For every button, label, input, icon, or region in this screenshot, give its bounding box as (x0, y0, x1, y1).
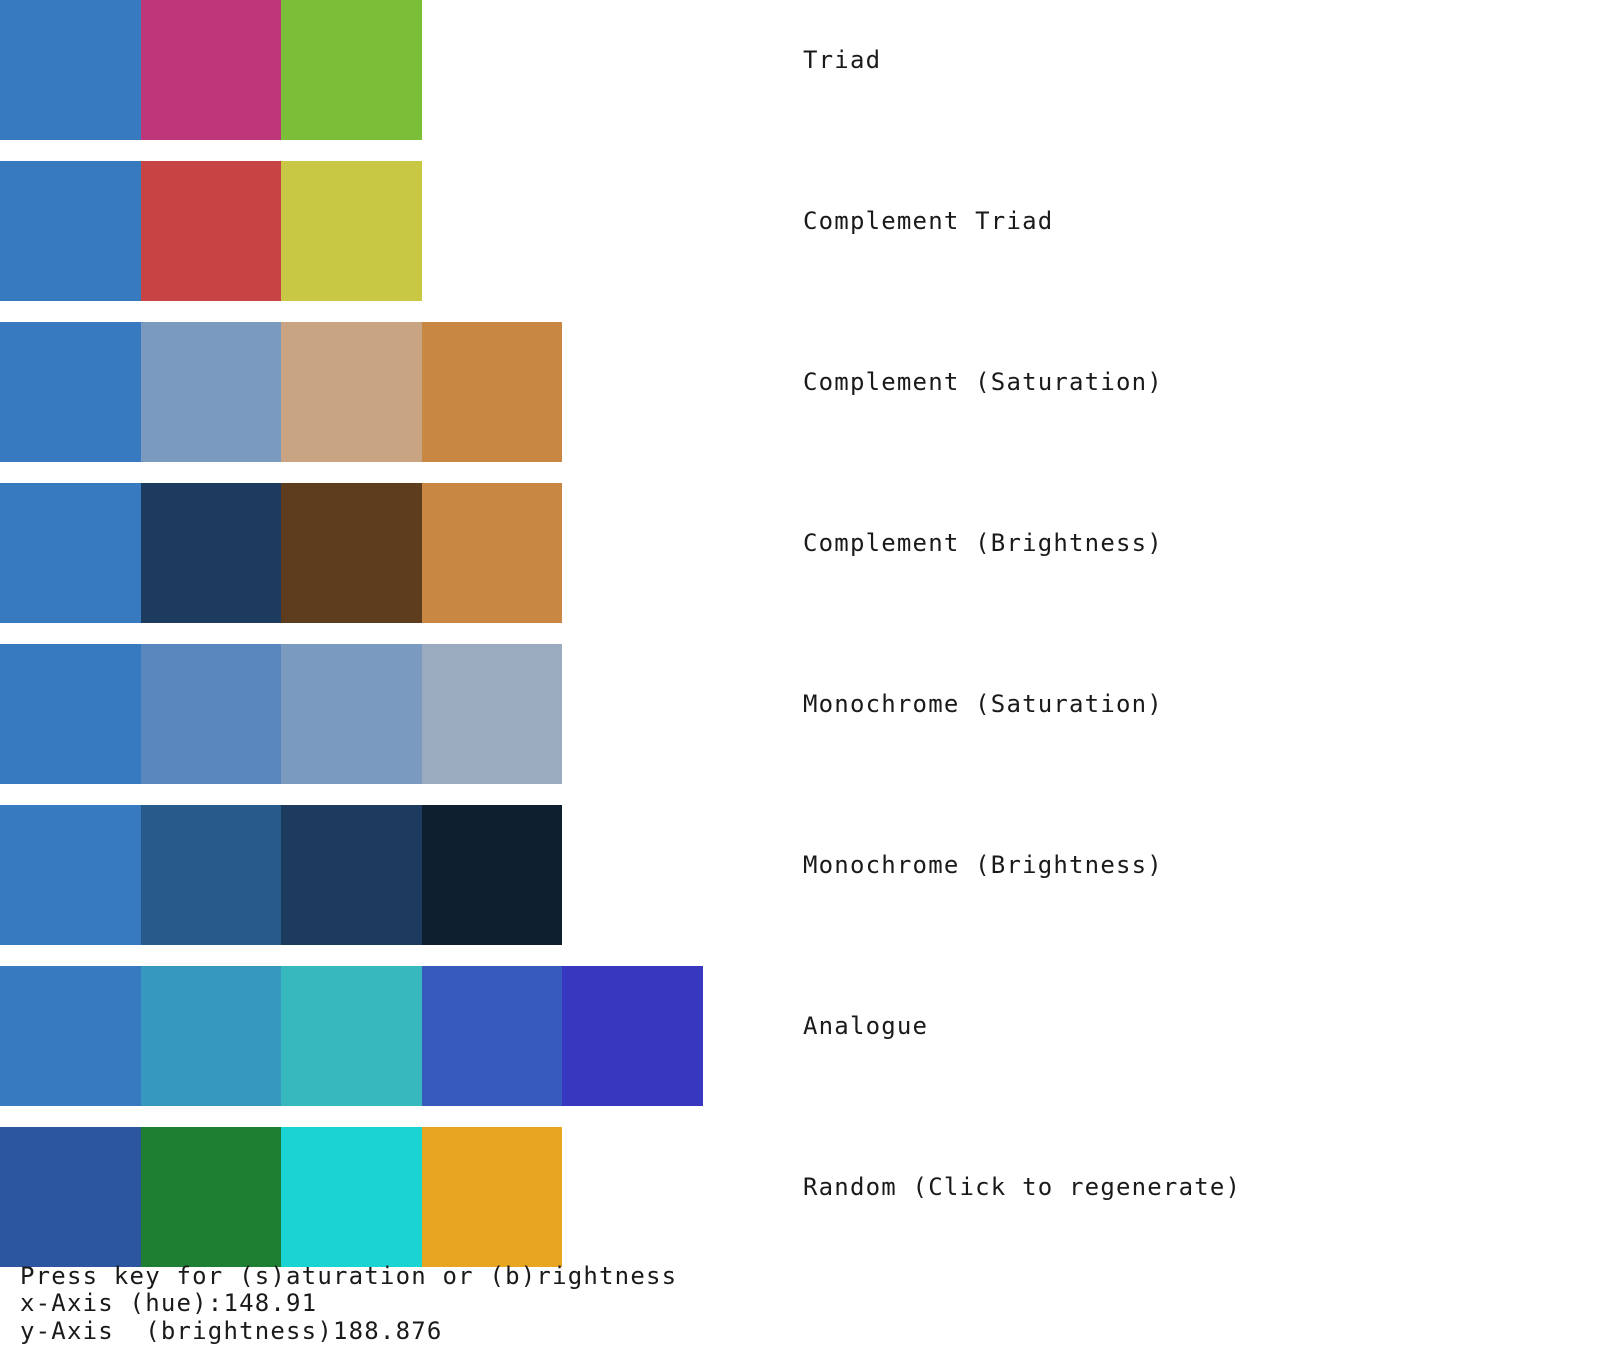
color-swatch (0, 483, 141, 623)
color-swatch (140, 483, 281, 623)
label-complement-brightness: Complement (Brightness) (803, 529, 1163, 557)
color-swatch (140, 0, 281, 140)
color-swatch (421, 805, 562, 945)
color-swatch (281, 0, 422, 140)
color-swatch (140, 805, 281, 945)
status-y-axis-readout: y-Axis (brightness)188.876 (20, 1317, 443, 1345)
color-swatch[interactable] (0, 1127, 141, 1267)
color-swatch[interactable] (140, 1127, 281, 1267)
color-swatch (140, 322, 281, 462)
palette-random-row[interactable] (0, 1127, 562, 1267)
status-instructions: Press key for (s)aturation or (b)rightne… (20, 1262, 678, 1290)
color-swatch (281, 483, 422, 623)
color-swatch (281, 161, 422, 301)
color-swatch[interactable] (281, 1127, 422, 1267)
label-complement-triad: Complement Triad (803, 207, 1054, 235)
color-swatch (421, 483, 562, 623)
color-swatch (281, 322, 422, 462)
label-monochrome-brightness: Monochrome (Brightness) (803, 851, 1163, 879)
color-swatch (0, 0, 141, 140)
label-triad: Triad (803, 46, 882, 74)
label-analogue: Analogue (803, 1012, 929, 1040)
color-swatch (0, 161, 141, 301)
color-swatch (421, 644, 562, 784)
palette-analogue-row (0, 966, 703, 1106)
palette-monochrome-saturation-row (0, 644, 562, 784)
color-swatch (0, 966, 141, 1106)
color-swatch (421, 322, 562, 462)
label-complement-saturation: Complement (Saturation) (803, 368, 1163, 396)
label-random: Random (Click to regenerate) (803, 1173, 1242, 1201)
color-swatch (562, 966, 703, 1106)
label-monochrome-saturation: Monochrome (Saturation) (803, 690, 1163, 718)
palette-complement-brightness-row (0, 483, 562, 623)
color-swatch (140, 644, 281, 784)
color-swatch (140, 966, 281, 1106)
palette-triad-row (0, 0, 422, 140)
palette-complement-triad-row (0, 161, 422, 301)
color-swatch[interactable] (421, 1127, 562, 1267)
status-x-axis-readout: x-Axis (hue):148.91 (20, 1289, 318, 1317)
color-swatch (281, 644, 422, 784)
color-swatch (0, 644, 141, 784)
color-swatch (140, 161, 281, 301)
palette-monochrome-brightness-row (0, 805, 562, 945)
palette-complement-saturation-row (0, 322, 562, 462)
color-swatch (0, 805, 141, 945)
color-swatch (281, 966, 422, 1106)
color-swatch (281, 805, 422, 945)
color-swatch (0, 322, 141, 462)
color-swatch (421, 966, 562, 1106)
